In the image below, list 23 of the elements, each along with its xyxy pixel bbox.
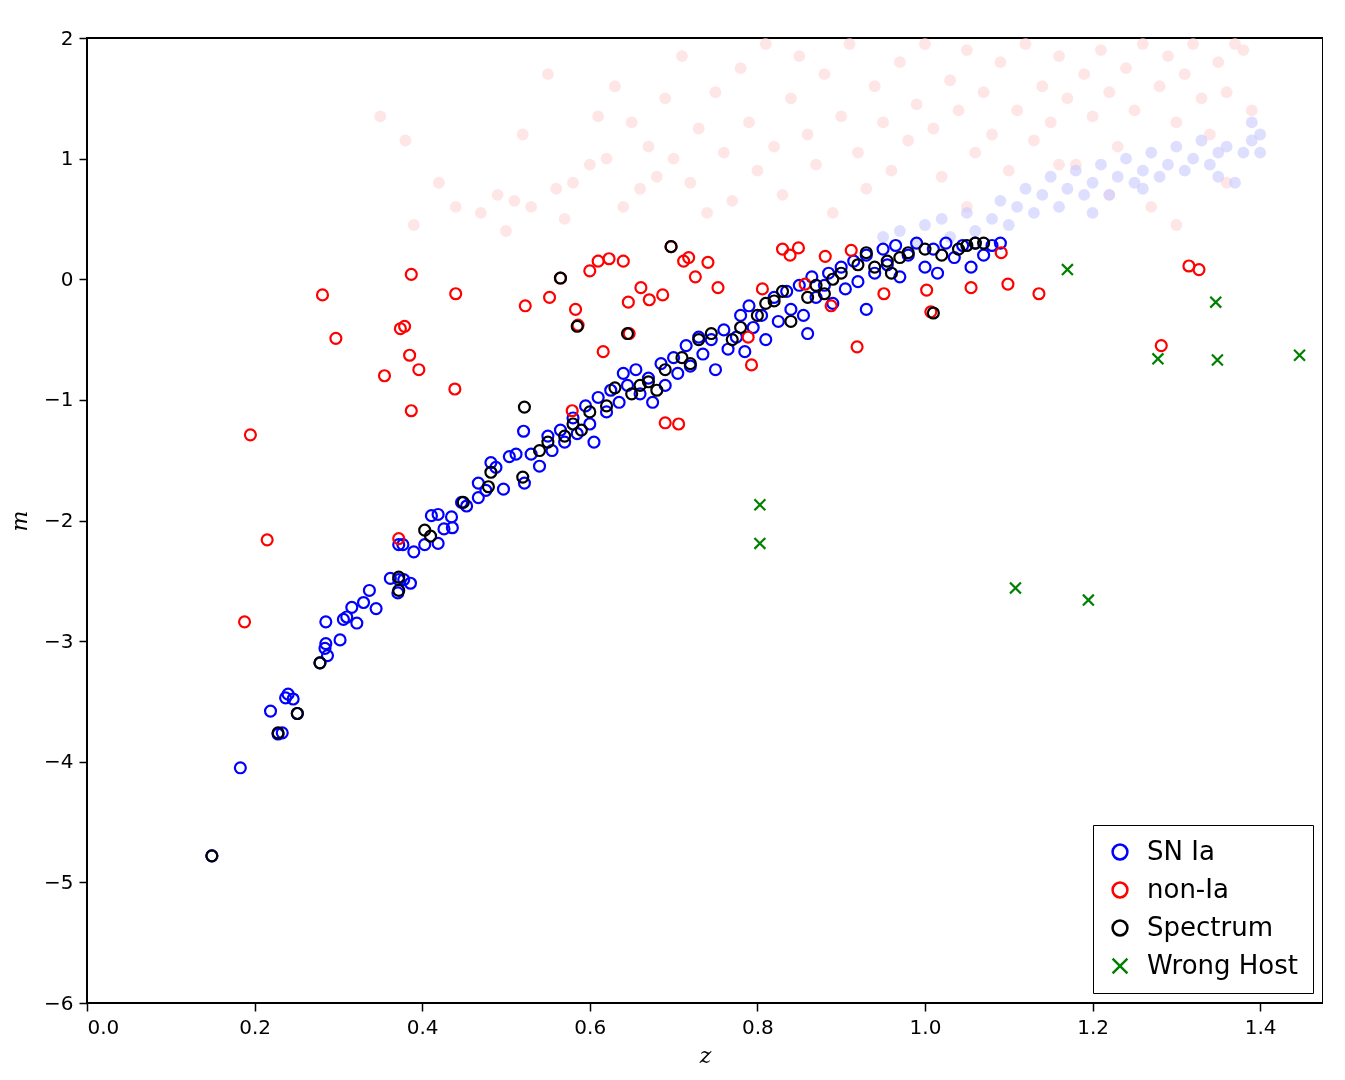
x-tick-label: 0.8 <box>741 1014 774 1039</box>
legend-label: SN Ia <box>1147 836 1215 866</box>
legend-label: Spectrum <box>1147 912 1273 942</box>
y-tick-label: −2 <box>44 508 74 532</box>
x-tick-label: 0.6 <box>574 1014 607 1039</box>
x-axis-title: z <box>698 1042 712 1068</box>
x-tick-label: 1.2 <box>1077 1014 1109 1039</box>
y-tick-label: 1 <box>60 146 74 171</box>
y-tick-label: −6 <box>44 990 74 1015</box>
y-tick-label: −3 <box>44 628 74 653</box>
y-axis-title: m <box>7 510 33 532</box>
x-tick-label: 1.4 <box>1244 1014 1277 1039</box>
y-tick-label: −4 <box>44 749 74 774</box>
x-tick-label: 0.0 <box>87 1014 120 1039</box>
y-tick-label: 2 <box>60 25 74 50</box>
x-tick-label: 0.4 <box>406 1014 439 1039</box>
x-tick-label: 1.0 <box>909 1014 942 1039</box>
y-tick-label: −1 <box>44 387 74 412</box>
legend-label: non-Ia <box>1147 874 1229 904</box>
x-tick-label: 0.2 <box>239 1014 271 1039</box>
legend-label: Wrong Host <box>1147 950 1299 980</box>
y-tick-label: −5 <box>44 869 74 894</box>
y-tick-label: 0 <box>60 266 74 291</box>
